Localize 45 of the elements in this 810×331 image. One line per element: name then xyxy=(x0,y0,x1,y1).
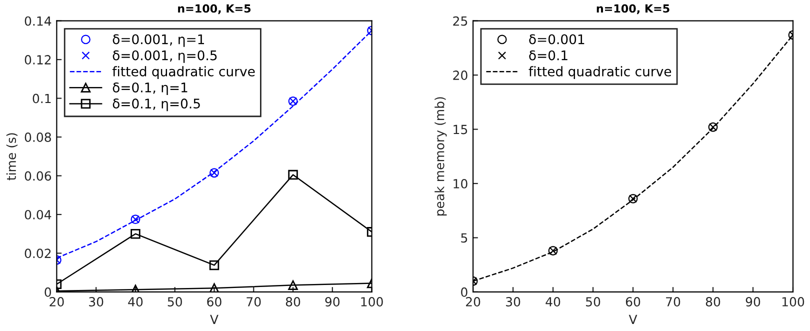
y-tick-label: 0.04 xyxy=(24,210,52,220)
legend-label: δ=0.001, η=1 xyxy=(112,34,204,47)
x-tick-label: 80 xyxy=(706,297,720,306)
x-tick-label: 90 xyxy=(325,297,340,306)
x-tick-label: 60 xyxy=(626,297,640,306)
legend-label: δ=0.1, η=0.5 xyxy=(112,98,200,112)
x-tick-label: 90 xyxy=(746,297,760,306)
x-tick-label: 30 xyxy=(89,297,104,306)
y-tick-label: 5 xyxy=(461,233,468,243)
y-tick-label: 0.08 xyxy=(24,132,51,142)
y-tick-label: 0 xyxy=(44,287,52,297)
x-tick-label: 60 xyxy=(207,297,222,306)
x-tick-label: 50 xyxy=(168,297,182,306)
y-axis-title: time (s) xyxy=(6,133,18,180)
y-tick-label: 0.14 xyxy=(24,16,52,26)
y-tick-label: 0 xyxy=(461,287,468,297)
x-tick-label: 70 xyxy=(666,297,680,306)
legend-label: δ=0.1, η=1 xyxy=(112,82,188,96)
x-tick-label: 30 xyxy=(506,297,520,306)
legend-label: δ=0.001 xyxy=(529,34,584,44)
y-tick-label: 20 xyxy=(453,70,468,80)
y-tick-label: 0.12 xyxy=(24,55,51,65)
x-tick-label: 50 xyxy=(586,297,600,306)
chart-title: n=100, K=5 xyxy=(178,4,251,14)
y-tick-label: 10 xyxy=(454,178,468,188)
x-axis-title: V xyxy=(628,314,638,324)
x-tick-label: 100 xyxy=(782,297,804,306)
x-tick-label: 70 xyxy=(246,297,261,306)
y-tick-label: 15 xyxy=(454,124,468,134)
y-axis-title: peak memory (mb) xyxy=(434,97,447,216)
x-tick-label: 40 xyxy=(546,297,560,306)
y-tick-label: 0.02 xyxy=(24,248,51,258)
x-axis-title: V xyxy=(210,314,218,324)
y-tick-label: 0.06 xyxy=(24,171,52,181)
legend-label: δ=0.001, η=0.5 xyxy=(112,50,217,63)
x-tick-label: 40 xyxy=(128,297,143,306)
legend-label: fitted quadratic curve xyxy=(528,66,672,79)
legend-label: fitted quadratic curve xyxy=(112,66,255,79)
x-tick-label: 20 xyxy=(50,297,64,306)
y-tick-label: 25 xyxy=(453,16,468,26)
x-tick-label: 80 xyxy=(286,297,300,306)
x-tick-label: 100 xyxy=(361,297,383,306)
chart-title: n=100, K=5 xyxy=(596,4,670,14)
y-tick-label: 0.1 xyxy=(32,94,51,104)
legend-label: δ=0.1 xyxy=(529,50,568,60)
